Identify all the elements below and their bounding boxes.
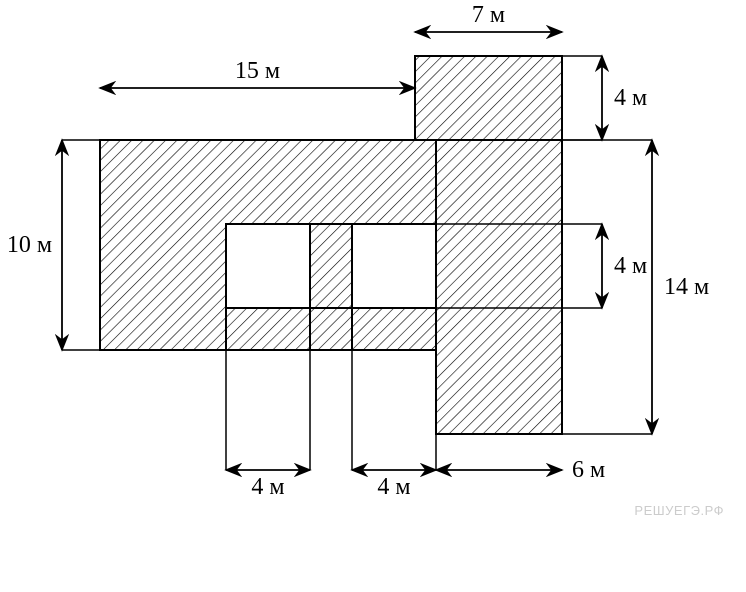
dim-4m-top-label: 4 м	[614, 85, 647, 111]
dim-7m-label: 7 м	[472, 2, 505, 28]
dim-4m-l: 4 м	[226, 350, 310, 500]
watermark: РЕШУЕГЭ.РФ	[634, 503, 724, 518]
dim-4m-r: 4 м	[352, 350, 436, 500]
dim-10m: 10 м	[7, 140, 100, 350]
dim-14m: 14 м	[562, 140, 709, 434]
dim-6m-label: 6 м	[572, 457, 605, 483]
floorplan-shape	[100, 56, 562, 434]
dim-4m-r-label: 4 м	[377, 474, 410, 500]
figure-canvas: 15 м 7 м 4 м 14 м 4 м 10 м 6 м 4 м 4 м РЕШУЕГЭ.Р…	[0, 0, 746, 592]
dim-4m-top: 4 м	[562, 56, 647, 140]
dim-4m-l-label: 4 м	[251, 474, 284, 500]
dim-14m-label: 14 м	[664, 274, 709, 300]
dim-15m: 15 м	[100, 58, 415, 88]
dim-15m-label: 15 м	[235, 58, 280, 84]
dim-4m-mid-label: 4 м	[614, 253, 647, 279]
dim-7m: 7 м	[415, 2, 562, 32]
dim-10m-label: 10 м	[7, 232, 52, 258]
dim-6m: 6 м	[436, 457, 605, 483]
